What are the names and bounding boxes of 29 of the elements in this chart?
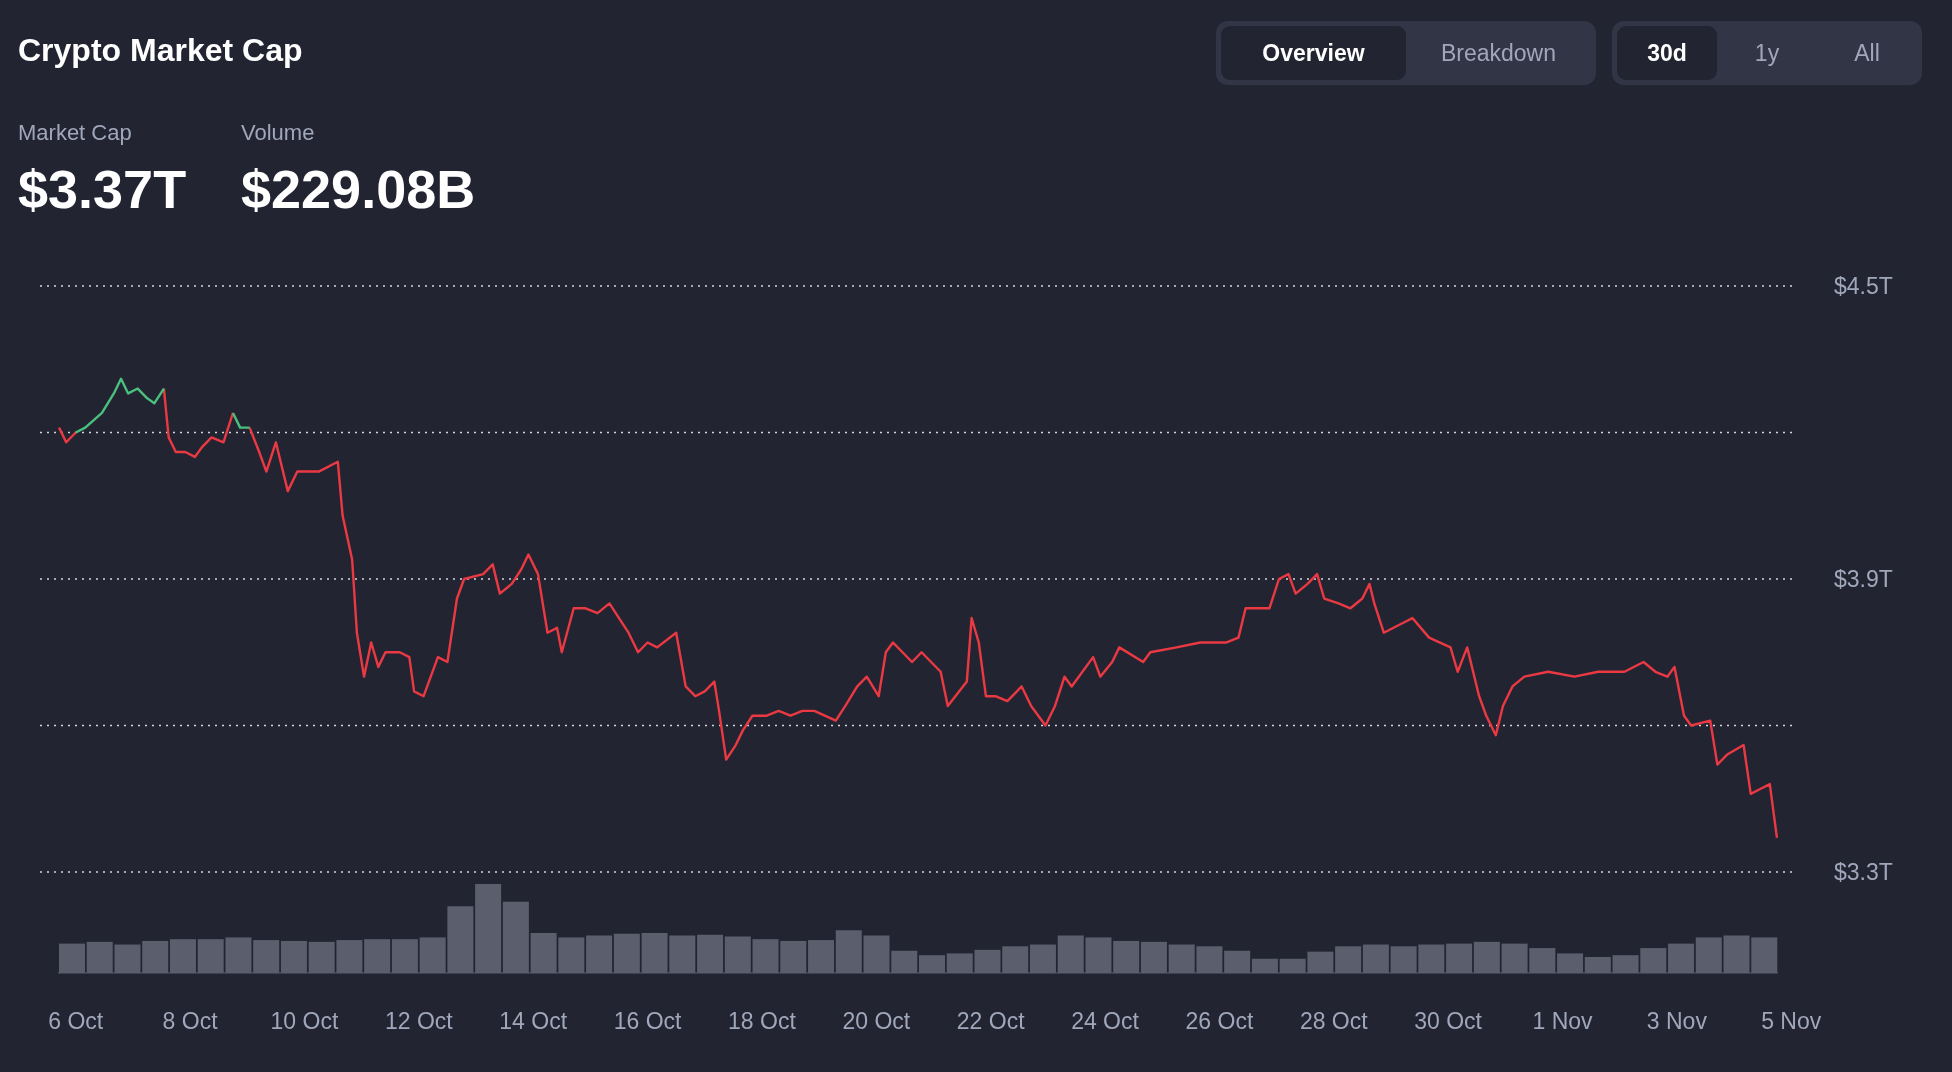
x-tick-label: 18 Oct bbox=[728, 1008, 797, 1034]
x-tick-label: 8 Oct bbox=[162, 1008, 219, 1034]
x-tick-label: 1 Nov bbox=[1532, 1008, 1594, 1034]
text: 1y bbox=[1753, 38, 1781, 68]
x-tick-label: 14 Oct bbox=[499, 1008, 568, 1034]
text: Volume bbox=[241, 120, 316, 146]
text: 30d bbox=[1617, 26, 1717, 80]
text: $229.08B bbox=[241, 158, 476, 220]
x-tick-label: 10 Oct bbox=[270, 1008, 339, 1034]
y-tick-label: $4.5T bbox=[1834, 273, 1893, 299]
x-tick-label: 12 Oct bbox=[384, 1008, 454, 1034]
x-tick-label: 16 Oct bbox=[613, 1008, 683, 1034]
x-tick-label: 6 Oct bbox=[48, 1008, 104, 1034]
x-tick-label: 30 Oct bbox=[1414, 1008, 1483, 1034]
y-tick-label: $3.9T bbox=[1834, 566, 1893, 592]
x-tick-label: 5 Nov bbox=[1761, 1008, 1822, 1034]
x-tick-label: 3 Nov bbox=[1646, 1008, 1708, 1034]
y-tick-label: $3.3T bbox=[1834, 859, 1893, 885]
x-tick-label: 20 Oct bbox=[842, 1008, 911, 1034]
text: Market Cap bbox=[18, 120, 133, 146]
text: All bbox=[1853, 38, 1881, 68]
text: Overview bbox=[1221, 26, 1406, 80]
x-tick-label: 26 Oct bbox=[1185, 1008, 1254, 1034]
chart-title: Crypto Market Cap bbox=[18, 32, 303, 69]
x-tick-label: 28 Oct bbox=[1299, 1008, 1369, 1034]
text: Breakdown bbox=[1439, 38, 1558, 68]
x-tick-label: 22 Oct bbox=[956, 1008, 1026, 1034]
x-tick-label: 24 Oct bbox=[1071, 1008, 1140, 1034]
text: $3.37T bbox=[18, 158, 187, 220]
